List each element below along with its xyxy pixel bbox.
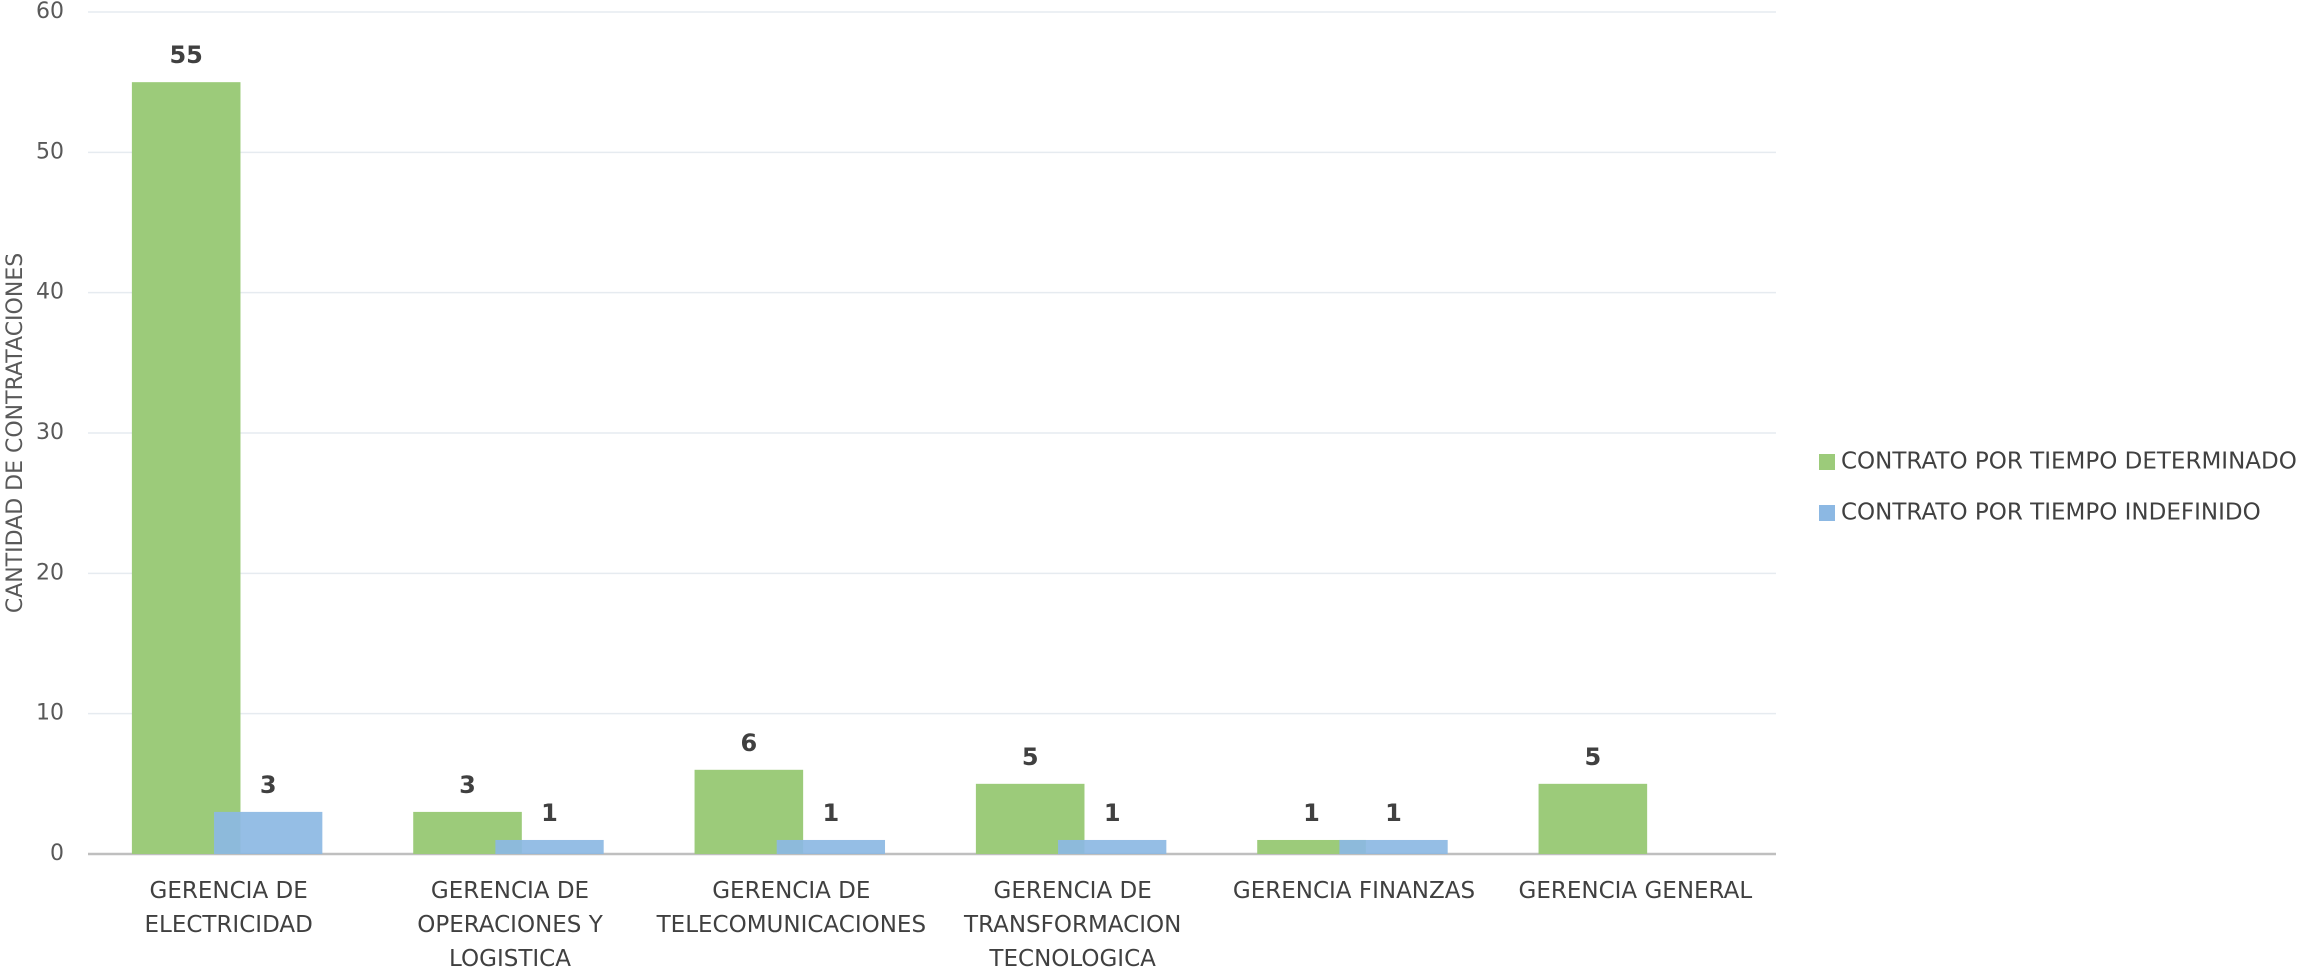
- legend-swatch: [1819, 454, 1835, 470]
- legend-label: CONTRATO POR TIEMPO DETERMINADO: [1841, 449, 2297, 475]
- bar: [1538, 783, 1648, 854]
- x-tick-label: GERENCIA DE TRANSFORMACION TECNOLOGICA: [964, 878, 1182, 972]
- y-tick-label: 50: [36, 139, 64, 164]
- bar: [776, 839, 886, 854]
- data-label: 1: [1104, 799, 1121, 827]
- legend-label: CONTRATO POR TIEMPO INDEFINIDO: [1841, 500, 2261, 526]
- data-label: 3: [260, 771, 277, 799]
- y-tick-label: 20: [36, 560, 64, 585]
- y-tick-label: 60: [36, 0, 64, 24]
- bar: [495, 839, 604, 854]
- x-tick-label: GERENCIA FINANZAS: [1232, 878, 1476, 904]
- data-label: 5: [1022, 743, 1039, 771]
- data-label: 3: [459, 771, 476, 799]
- bar: [131, 82, 241, 854]
- data-label: 1: [1303, 799, 1320, 827]
- y-tick-label: 0: [50, 841, 64, 866]
- y-tick-label: 40: [36, 280, 64, 305]
- x-tick-label: GERENCIA DE TELECOMUNICACIONES: [656, 878, 927, 938]
- x-tick-label: GERENCIA DE ELECTRICIDAD: [144, 878, 313, 938]
- bar: [1257, 839, 1366, 854]
- data-label: 5: [1585, 743, 1602, 771]
- data-label: 1: [823, 799, 840, 827]
- bar: [214, 811, 323, 854]
- y-axis-label: CANTIDAD DE CONTRATACIONES: [3, 253, 28, 613]
- legend-swatch: [1819, 505, 1835, 521]
- x-tick-label: GERENCIA DE OPERACIONES Y LOGISTICA: [417, 878, 603, 972]
- bar: [1339, 839, 1448, 854]
- y-tick-label: 30: [36, 420, 64, 445]
- y-tick-label: 10: [36, 701, 64, 726]
- data-label: 1: [541, 799, 558, 827]
- data-label: 6: [741, 729, 758, 757]
- bar: [1058, 839, 1167, 854]
- data-label: 1: [1385, 799, 1402, 827]
- x-tick-label: GERENCIA GENERAL: [1518, 878, 1753, 904]
- data-label: 55: [169, 41, 202, 69]
